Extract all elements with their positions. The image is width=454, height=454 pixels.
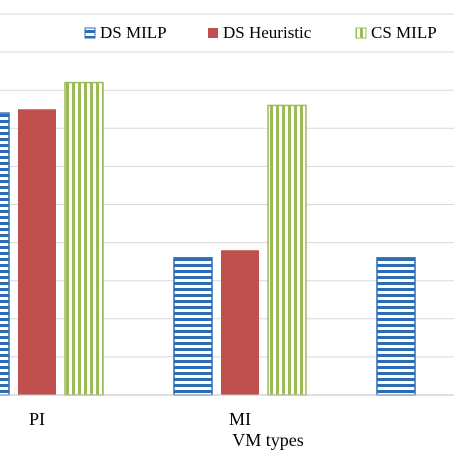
bar-ds-heuristic-pi bbox=[18, 109, 56, 395]
legend-swatch-ds-milp bbox=[84, 27, 96, 39]
x-axis-title: VM types bbox=[232, 430, 304, 450]
bar-cs-milp-pi bbox=[64, 81, 104, 396]
legend-swatch-cs-milp bbox=[355, 27, 367, 39]
bar-ds-milp-pi bbox=[0, 112, 10, 396]
legend-label-ds-heuristic: DS Heuristic bbox=[223, 23, 312, 42]
bars-group bbox=[0, 81, 416, 396]
x-tick-label: PI bbox=[29, 409, 45, 429]
legend-swatch-ds-heuristic bbox=[208, 28, 218, 38]
x-tick-label: MI bbox=[229, 409, 251, 429]
legend-label-ds-milp: DS MILP bbox=[100, 23, 167, 42]
bar-cs-milp-mi bbox=[267, 104, 307, 396]
bar-ds-milp-group2 bbox=[376, 257, 416, 396]
legend-label-cs-milp: CS MILP bbox=[371, 23, 437, 42]
bar-ds-milp-mi bbox=[173, 257, 213, 396]
legend: DS MILP DS Heuristic CS MILP bbox=[84, 23, 437, 42]
bar-ds-heuristic-mi bbox=[221, 250, 259, 395]
x-tick-labels: PI MI bbox=[29, 409, 251, 429]
